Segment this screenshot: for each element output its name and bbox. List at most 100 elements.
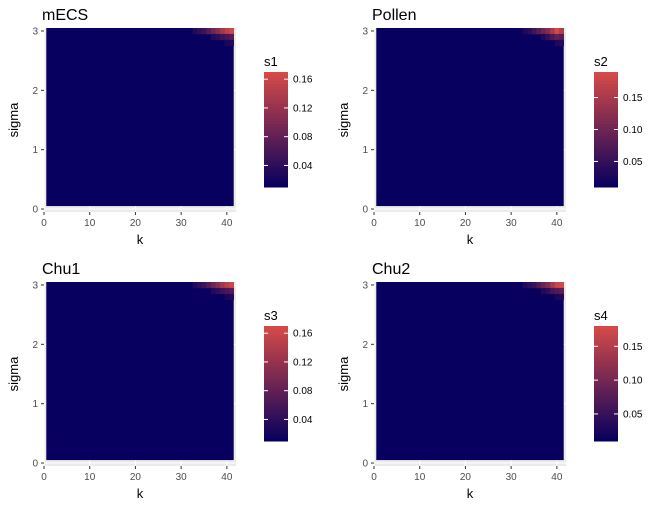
colorbar-segment bbox=[264, 423, 288, 428]
colorbar-segment bbox=[594, 112, 618, 116]
x-axis-title: k bbox=[467, 232, 474, 247]
colorbar-segment bbox=[594, 395, 618, 399]
colorbar-segment bbox=[264, 386, 288, 390]
colorbar-segment bbox=[264, 432, 288, 436]
heatmap-base-tiles bbox=[376, 282, 564, 461]
heatmap-panel-2: Pollen 0 10 20 30 40 0 1 2 3 k sigma s2 0.05 0.10 0.15 bbox=[336, 7, 643, 247]
colorbar-segment bbox=[264, 77, 288, 82]
colorbar-segment bbox=[264, 103, 288, 107]
colorbar bbox=[594, 72, 618, 188]
heatmap-tile bbox=[545, 287, 551, 295]
y-tick-label: 2 bbox=[32, 86, 38, 97]
colorbar-segment bbox=[264, 383, 288, 387]
colorbar-segment bbox=[264, 141, 288, 145]
heatmap-tile bbox=[192, 28, 198, 35]
colorbar-segment bbox=[594, 340, 618, 344]
y-axis-title: sigma bbox=[6, 356, 21, 391]
colorbar-segment bbox=[264, 420, 288, 425]
colorbar-segment bbox=[264, 169, 288, 174]
x-tick-label: 30 bbox=[176, 218, 188, 229]
heatmap-tile bbox=[559, 39, 565, 47]
colorbar-segment bbox=[264, 172, 288, 176]
x-tick-label: 40 bbox=[221, 218, 233, 229]
x-tick-label: 10 bbox=[84, 218, 96, 229]
colorbar-segment bbox=[264, 366, 288, 370]
y-axis-title: sigma bbox=[336, 102, 351, 137]
colorbar-segment bbox=[264, 415, 288, 419]
heatmap-base-tiles bbox=[376, 28, 564, 207]
heatmap-tile bbox=[229, 39, 235, 47]
colorbar-segment bbox=[594, 412, 618, 416]
y-tick-label: 1 bbox=[362, 399, 368, 410]
colorbar-segment bbox=[594, 89, 618, 93]
colorbar-segment bbox=[594, 175, 618, 179]
colorbar-segment bbox=[264, 74, 288, 79]
colorbar-segment bbox=[264, 181, 288, 185]
colorbar bbox=[264, 72, 288, 188]
colorbar-segment bbox=[264, 354, 288, 359]
x-tick-label: 30 bbox=[176, 472, 188, 483]
colorbar-segment bbox=[264, 334, 288, 338]
colorbar-segment bbox=[594, 400, 618, 405]
y-tick-label: 0 bbox=[362, 459, 368, 470]
colorbar-segment bbox=[594, 103, 618, 107]
heatmap-tile bbox=[215, 282, 221, 289]
colorbar-segment bbox=[264, 429, 288, 433]
colorbar-segment bbox=[594, 135, 618, 139]
colorbar-segment bbox=[594, 172, 618, 176]
colorbar-segment bbox=[594, 86, 618, 90]
heatmap-tile bbox=[550, 33, 555, 41]
colorbar-segment bbox=[594, 426, 618, 430]
legend-title: s4 bbox=[594, 308, 608, 323]
heatmap-tile bbox=[192, 282, 198, 289]
heatmap-tile bbox=[540, 33, 546, 41]
colorbar-segment bbox=[594, 360, 618, 364]
colorbar-segment bbox=[594, 92, 618, 96]
colorbar-segment bbox=[264, 143, 288, 148]
colorbar-segment bbox=[264, 118, 288, 122]
heatmap-tile bbox=[224, 287, 230, 295]
colorbar-segment bbox=[264, 72, 288, 76]
colorbar-segment bbox=[264, 403, 288, 407]
heatmap-tile bbox=[220, 282, 225, 289]
colorbar-segment bbox=[264, 351, 288, 356]
x-tick-label: 10 bbox=[414, 218, 426, 229]
x-tick-label: 20 bbox=[460, 472, 472, 483]
colorbar-segment bbox=[264, 115, 288, 119]
heatmap-tile bbox=[197, 28, 203, 35]
colorbar-segment bbox=[594, 435, 618, 439]
y-tick-label: 3 bbox=[362, 26, 368, 37]
colorbar-segment bbox=[264, 155, 288, 159]
colorbar-segment bbox=[594, 115, 618, 119]
colorbar-segment bbox=[594, 80, 618, 84]
heatmap-tile bbox=[536, 282, 542, 289]
heatmap-base-tiles bbox=[46, 282, 234, 461]
colorbar-tick-label: 0.10 bbox=[623, 125, 643, 136]
colorbar-segment bbox=[264, 372, 288, 376]
y-tick-label: 1 bbox=[362, 145, 368, 156]
colorbar-segment bbox=[264, 178, 288, 182]
colorbar-segment bbox=[594, 74, 618, 79]
colorbar-segment bbox=[264, 412, 288, 416]
y-tick-label: 3 bbox=[362, 280, 368, 291]
heatmap-tile bbox=[559, 33, 565, 41]
heatmap-tile bbox=[545, 28, 551, 35]
heatmap-tile bbox=[220, 287, 225, 295]
colorbar-segment bbox=[594, 366, 618, 370]
heatmap-tile bbox=[522, 28, 528, 35]
heatmap-tile bbox=[201, 28, 207, 35]
colorbar-segment bbox=[594, 118, 618, 122]
colorbar-segment bbox=[264, 346, 288, 350]
heatmap-tile bbox=[527, 282, 533, 289]
colorbar-segment bbox=[264, 129, 288, 133]
colorbar-segment bbox=[264, 409, 288, 413]
colorbar-segment bbox=[594, 95, 618, 99]
heatmap-tile bbox=[550, 28, 555, 35]
colorbar-segment bbox=[264, 100, 288, 105]
heatmap-panel-4: Chu2 0 10 20 30 40 0 1 2 3 k sigma s4 0.05 0.10 0.15 bbox=[336, 261, 643, 501]
colorbar-segment bbox=[264, 328, 288, 333]
y-tick-label: 0 bbox=[32, 205, 38, 216]
y-tick-label: 2 bbox=[362, 340, 368, 351]
x-tick-label: 0 bbox=[41, 472, 47, 483]
colorbar-segment bbox=[264, 340, 288, 344]
